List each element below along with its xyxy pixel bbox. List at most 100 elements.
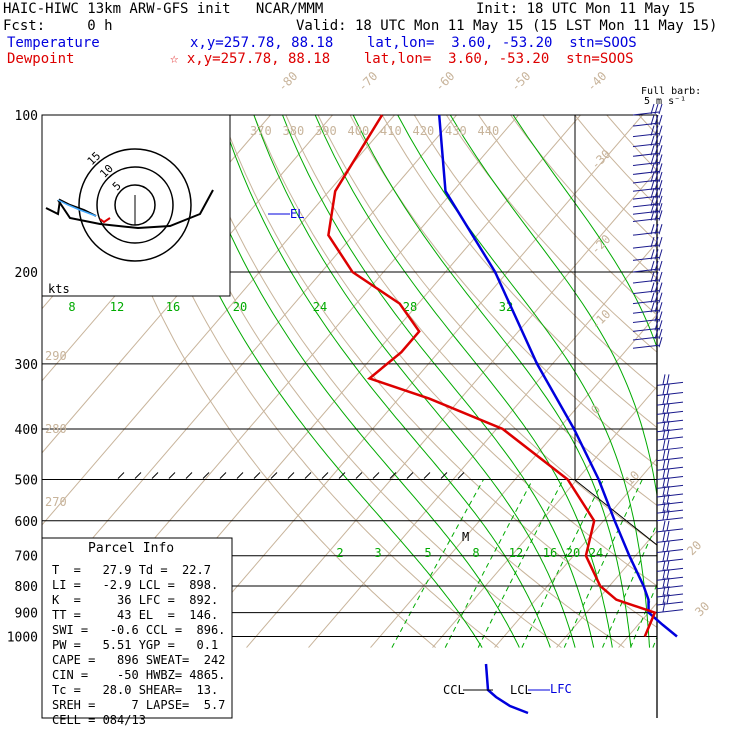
parcel-info-row: K = 36 LFC = 892.	[52, 593, 219, 607]
wind-barb	[632, 300, 660, 305]
freezing-hatch	[304, 472, 312, 479]
dry-adiabat	[125, 115, 499, 648]
mixing-ratio-label: 3	[374, 546, 381, 560]
wind-barb	[656, 401, 684, 406]
isotherm-label: -80	[275, 69, 300, 94]
wind-barb-flag	[666, 374, 670, 385]
theta-label: 440	[478, 124, 500, 138]
dry-adiabat	[189, 115, 625, 649]
wind-barb-flag	[654, 328, 659, 340]
freezing-hatch	[168, 472, 176, 479]
isotherm	[308, 241, 657, 648]
wind-barb-flag	[666, 502, 670, 513]
wind-barb	[656, 558, 684, 563]
moist-adiabat	[192, 136, 520, 648]
wind-barb-flag	[658, 203, 663, 214]
wind-barb-flag	[658, 337, 663, 348]
wind-barb-flag	[662, 585, 666, 597]
wind-barb-flag	[658, 320, 663, 331]
wind-barb	[656, 501, 684, 506]
wind-barb-flag	[654, 210, 659, 221]
isotherm-label: 30	[692, 599, 712, 619]
dewpoint-legend: Dewpoint	[7, 51, 75, 67]
moist-adiabat	[167, 174, 483, 648]
wind-barb-flag	[666, 585, 670, 597]
wind-barb	[656, 457, 684, 462]
wind-barb	[656, 585, 684, 590]
parcel-info-row: CIN = -50 HWBZ= 4865.	[52, 668, 226, 682]
lcl-label: LCL	[510, 683, 532, 697]
wind-barb-flag	[650, 171, 655, 183]
mixing-ratio-label: 20	[566, 546, 580, 560]
freezing-hatch	[151, 472, 159, 479]
wind-barb	[632, 152, 660, 157]
wind-barb	[632, 256, 660, 261]
temperature-profile	[437, 114, 678, 638]
wind-barb-flag	[662, 420, 666, 431]
pressure-label-100: 100	[15, 109, 38, 124]
mixing-ratio-label: 2	[336, 546, 343, 560]
parcel-path	[484, 663, 529, 715]
wind-barb-flag	[654, 125, 659, 136]
wind-barb-flag	[666, 560, 670, 571]
wind-barb-flag	[662, 531, 666, 542]
wind-barb-flag	[666, 439, 670, 450]
wind-barb-flag	[666, 420, 670, 431]
wind-barb-flag	[654, 224, 659, 235]
isotherm	[432, 385, 657, 648]
mixing-ratio-label: 5	[424, 546, 431, 560]
moist-adiabat	[253, 115, 576, 648]
freezing-hatch	[338, 472, 346, 479]
freezing-hatch	[440, 472, 448, 479]
pressure-label-600: 600	[15, 515, 38, 530]
freezing-hatch	[253, 472, 261, 479]
hodograph-trace-mid	[57, 199, 97, 217]
mixing-ratio-label: 8	[68, 300, 75, 314]
wind-barb	[632, 179, 660, 184]
wind-barb-flag	[658, 163, 663, 174]
wind-barb	[656, 609, 684, 614]
mixing-ratio-label: 16	[543, 546, 557, 560]
freezing-hatch	[406, 472, 414, 479]
wind-barb-flag	[650, 195, 655, 206]
mixing-ratio-line	[521, 479, 604, 648]
isotherm	[681, 115, 740, 648]
wind-barb-flag	[650, 210, 655, 221]
parcel-info-row: Tc = 28.0 SHEAR= 13.	[52, 683, 219, 697]
wind-barb-flag	[658, 195, 663, 206]
wind-barb-flag	[662, 477, 666, 488]
dry-adiabat	[349, 115, 657, 467]
inner-frame-diagonal	[574, 479, 658, 546]
freezing-hatch	[202, 472, 210, 479]
mixing-ratio-line	[444, 479, 534, 648]
wind-barb-flag	[662, 509, 666, 520]
pressure-label-400: 400	[15, 423, 38, 438]
wind-barb-flag	[654, 145, 659, 156]
wind-barb-flag	[666, 485, 670, 497]
wind-barb-flag	[650, 249, 655, 260]
theta-label: 410	[380, 124, 402, 138]
parcel-info-row: PW = 5.51 YGP = 0.1	[52, 638, 219, 652]
wind-barb-flag	[654, 103, 659, 115]
parcel-info-title: Parcel Info	[88, 541, 175, 556]
wind-barb	[632, 319, 660, 324]
theta-label: 270	[45, 495, 67, 509]
wind-barb-flag	[662, 384, 666, 395]
pressure-label-800: 800	[15, 580, 38, 595]
hodograph-units: kts	[48, 282, 70, 296]
isotherm-label: -50	[508, 69, 533, 94]
wind-barb	[632, 327, 660, 332]
wind-barb-flag	[654, 154, 659, 165]
wind-barb-flag	[662, 601, 666, 612]
dry-adiabat	[413, 115, 657, 391]
wind-barb-flag	[666, 384, 670, 395]
wind-barb	[656, 593, 684, 598]
wind-barb-flag	[662, 520, 666, 531]
wind-barb-flag	[666, 477, 670, 488]
wind-barb	[632, 344, 660, 349]
isotherm	[42, 115, 395, 526]
dry-adiabat	[445, 115, 657, 353]
wind-barb-flag	[658, 135, 663, 146]
mixing-ratio-label: 24	[589, 546, 603, 560]
mixing-ratio-label: 8	[472, 546, 479, 560]
